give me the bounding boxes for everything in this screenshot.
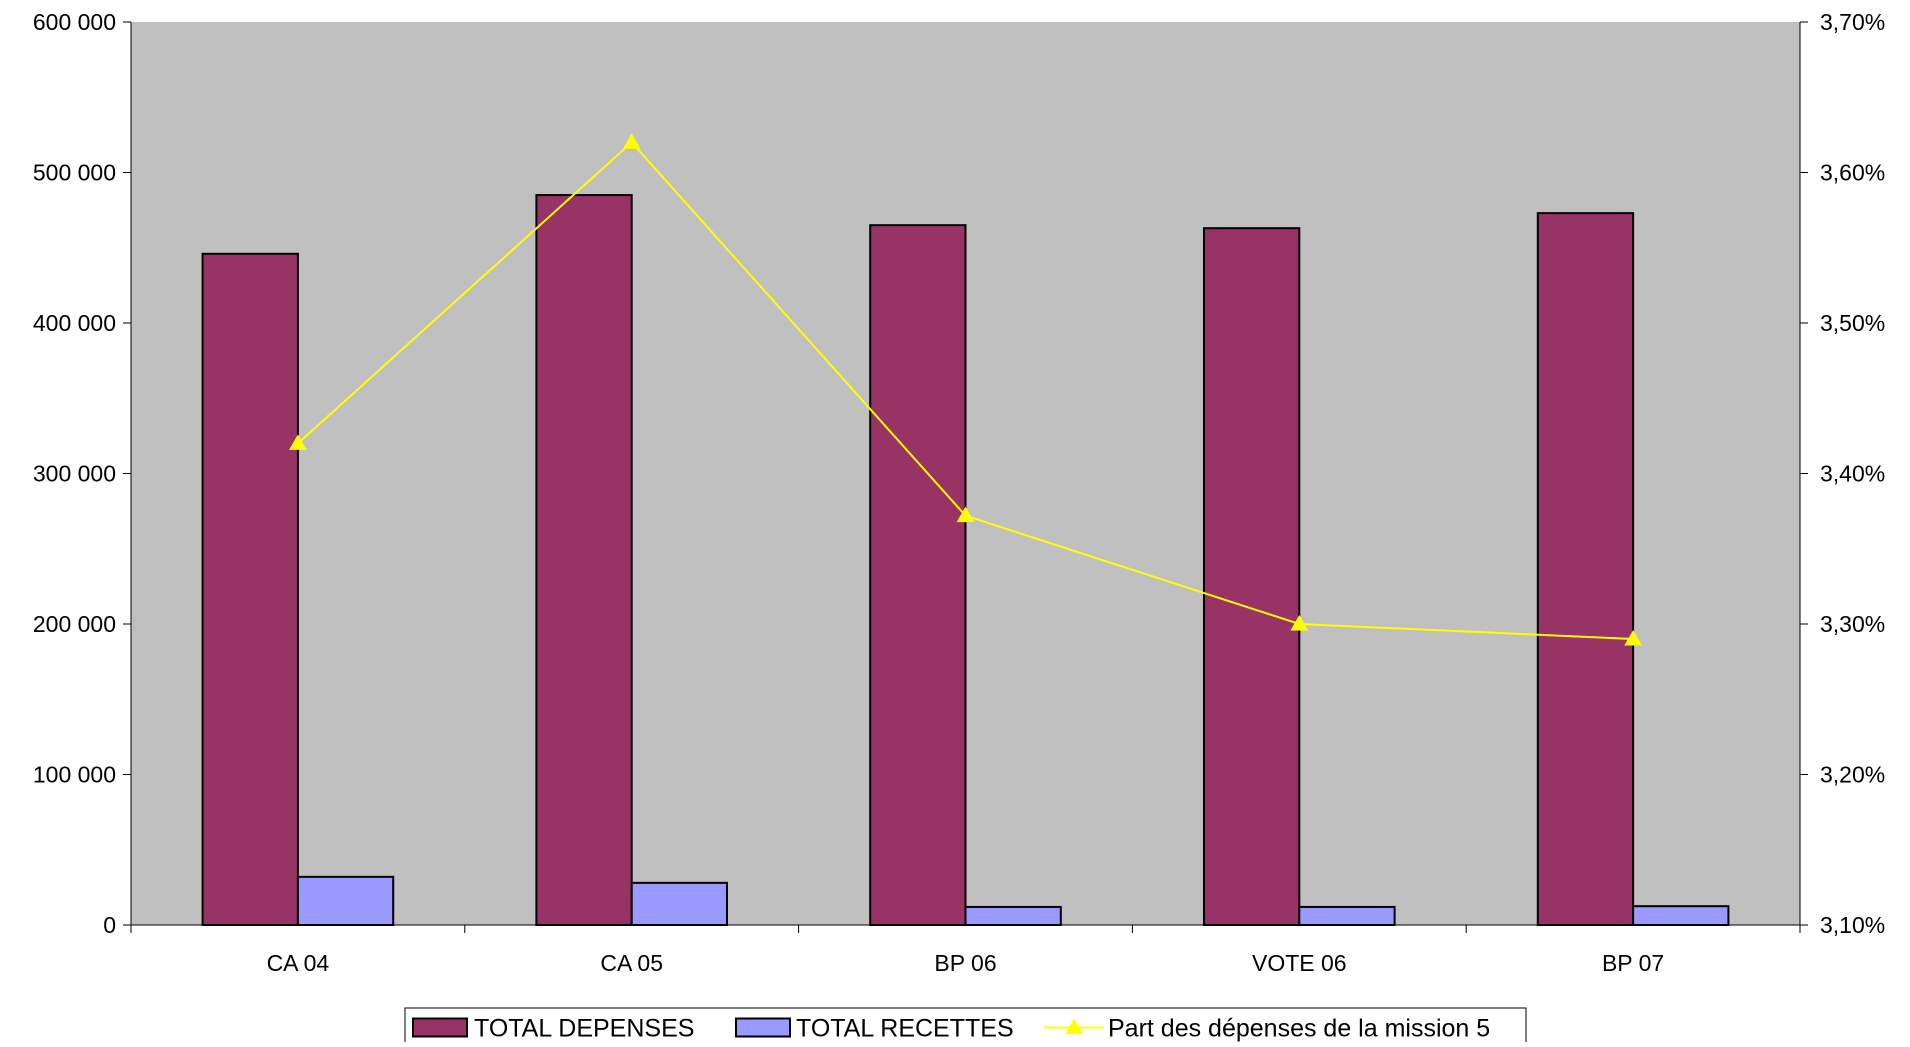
bar-total-depenses	[535, 194, 633, 926]
bar-total-recettes	[964, 905, 1062, 927]
right-tick-label: 3,20%	[1820, 762, 1885, 788]
legend: TOTAL DEPENSES TOTAL RECETTES Part des dép…	[404, 1007, 1527, 1047]
line-point-marker	[289, 434, 307, 450]
left-tick-label: 100 000	[33, 762, 116, 788]
right-tick-label: 3,10%	[1820, 912, 1885, 938]
left-tick-label: 300 000	[33, 461, 116, 487]
line-series-group	[289, 133, 1642, 646]
legend-swatch-marker	[1065, 1018, 1083, 1034]
left-tick-label: 500 000	[33, 160, 116, 186]
right-tick-label: 3,70%	[1820, 9, 1885, 35]
left-tick-label: 0	[103, 912, 116, 938]
bar-total-recettes	[1632, 905, 1730, 926]
x-tick-label: CA 04	[267, 950, 330, 976]
x-tick-label: BP 06	[934, 950, 996, 976]
legend-label-part-depenses: Part des dépenses de la mission 5	[1108, 1015, 1490, 1043]
x-tick-label: CA 05	[600, 950, 663, 976]
bar-total-recettes	[630, 881, 728, 926]
right-y-axis: 3,10% 3,20% 3,30% 3,40% 3,50% 3,60% 3,70%	[1799, 9, 1885, 938]
bar-total-depenses	[869, 224, 967, 927]
right-tick-label: 3,30%	[1820, 611, 1885, 637]
line-point-marker	[622, 133, 641, 149]
bar-total-depenses	[1203, 227, 1301, 926]
legend-label-total-depenses: TOTAL DEPENSES	[474, 1015, 694, 1043]
x-tick-label: VOTE 06	[1252, 950, 1347, 976]
right-tick-label: 3,60%	[1820, 160, 1885, 186]
left-tick-label: 600 000	[33, 9, 116, 35]
bar-total-depenses	[1536, 212, 1635, 926]
bar-total-recettes	[296, 875, 395, 927]
line-point-marker	[1624, 630, 1642, 646]
legend-swatch-total-recettes	[735, 1017, 791, 1038]
line-point-marker	[956, 506, 975, 523]
legend-swatch-total-depenses	[412, 1017, 468, 1038]
legend-label-total-recettes: TOTAL RECETTES	[796, 1015, 1014, 1043]
legend-box	[404, 1007, 1527, 1047]
left-tick-label: 400 000	[33, 310, 116, 336]
right-tick-label: 3,40%	[1820, 461, 1885, 487]
bars-group	[201, 194, 1730, 927]
bar-total-recettes	[1298, 905, 1396, 927]
bar-total-depenses	[201, 252, 299, 926]
line-point-marker	[1290, 614, 1309, 631]
left-y-axis: 0 100 000 200 000 300 000 400 000 500 000 600 …	[33, 9, 132, 938]
x-tick-label: BP 07	[1602, 950, 1664, 976]
left-tick-label: 200 000	[33, 611, 116, 637]
right-tick-label: 3,50%	[1820, 310, 1885, 336]
x-axis: CA 04 CA 05 BP 06 VOTE 06 BP 07	[130, 924, 1801, 976]
